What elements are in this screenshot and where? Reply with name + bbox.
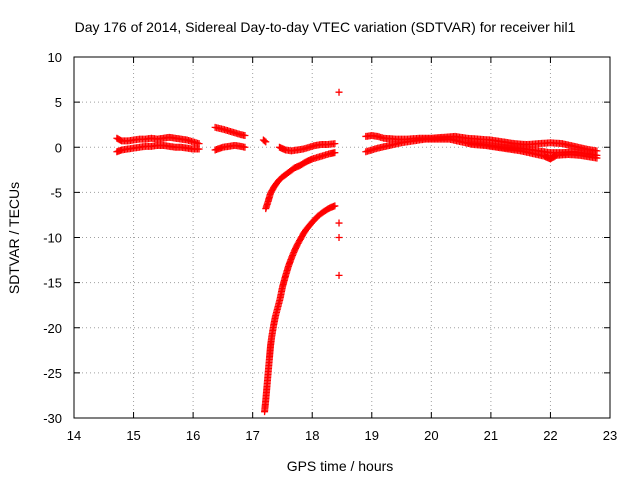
y-tick-label: 5 xyxy=(55,95,62,110)
y-tick-label: -10 xyxy=(43,231,62,246)
y-tick-label: 0 xyxy=(55,140,62,155)
x-tick-label: 19 xyxy=(365,428,379,443)
data-point xyxy=(335,88,343,96)
data-point xyxy=(241,143,249,151)
data-point xyxy=(335,271,343,279)
tick-labels-layer: 14 15 16 17 18 19 20 21 22 23 -30 -25 -20 -15 -10 -5 0 5 1… xyxy=(43,50,617,443)
x-tick-label: 15 xyxy=(126,428,140,443)
y-axis-label: SDTVAR / TECUs xyxy=(6,182,22,294)
x-tick-label: 14 xyxy=(67,428,81,443)
x-tick-label: 23 xyxy=(603,428,617,443)
data-point xyxy=(331,140,339,148)
y-tick-label: -30 xyxy=(43,411,62,426)
x-tick-label: 18 xyxy=(305,428,319,443)
data-point xyxy=(331,149,339,157)
y-tick-label: -20 xyxy=(43,321,62,336)
data-point xyxy=(335,234,343,241)
ticks-layer xyxy=(73,56,611,419)
data-point xyxy=(331,202,339,210)
data-point xyxy=(241,132,249,140)
chart-title: Day 176 of 2014, Sidereal Day-to-day VTE… xyxy=(75,19,576,35)
x-tick-label: 21 xyxy=(484,428,498,443)
y-tick-label: -25 xyxy=(43,366,62,381)
y-tick-label: -15 xyxy=(43,276,62,291)
data-point xyxy=(262,138,270,146)
x-tick-label: 17 xyxy=(245,428,259,443)
data-point xyxy=(261,137,269,145)
x-tick-label: 16 xyxy=(186,428,200,443)
data-point xyxy=(593,151,601,159)
data-points-layer xyxy=(113,88,601,416)
y-tick-label: -5 xyxy=(50,185,62,200)
data-point xyxy=(335,219,343,227)
y-tick-label: 10 xyxy=(48,50,62,65)
x-axis-label: GPS time / hours xyxy=(287,458,394,474)
data-point xyxy=(195,145,203,153)
x-tick-label: 22 xyxy=(543,428,557,443)
x-tick-label: 20 xyxy=(424,428,438,443)
